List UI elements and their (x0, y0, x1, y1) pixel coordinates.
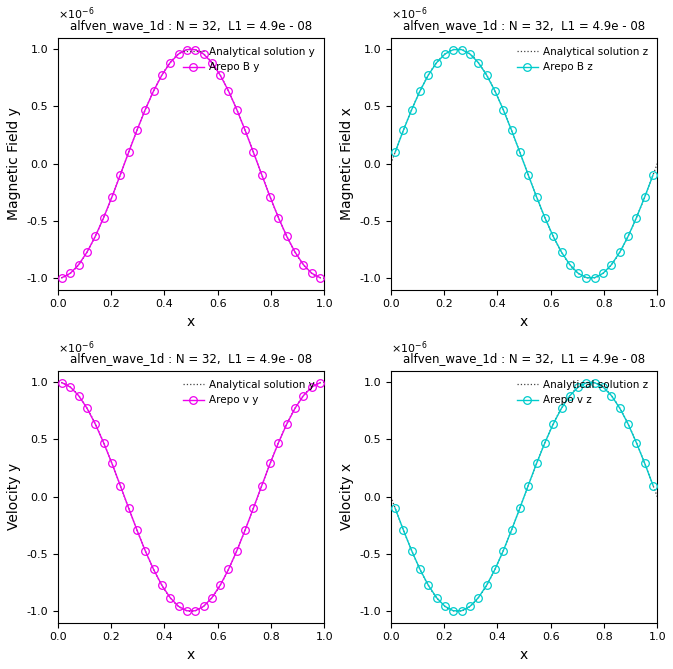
Y-axis label: Velocity x: Velocity x (340, 463, 354, 531)
Y-axis label: Magnetic Field x: Magnetic Field x (340, 107, 354, 220)
Text: $\times10^{-6}$: $\times10^{-6}$ (58, 339, 94, 356)
Legend: Analytical solution y, Arepo v y: Analytical solution y, Arepo v y (179, 376, 319, 409)
Legend: Analytical solution y, Arepo B y: Analytical solution y, Arepo B y (179, 43, 319, 76)
Legend: Analytical solution z, Arepo v z: Analytical solution z, Arepo v z (513, 376, 652, 409)
Title: alfven_wave_1d : N = 32,  L1 = 4.9e - 08: alfven_wave_1d : N = 32, L1 = 4.9e - 08 (70, 19, 312, 32)
Title: alfven_wave_1d : N = 32,  L1 = 4.9e - 08: alfven_wave_1d : N = 32, L1 = 4.9e - 08 (403, 19, 645, 32)
Text: $\times10^{-6}$: $\times10^{-6}$ (391, 6, 427, 23)
X-axis label: x: x (187, 648, 195, 662)
Text: $\times10^{-6}$: $\times10^{-6}$ (58, 6, 94, 23)
X-axis label: x: x (187, 315, 195, 329)
X-axis label: x: x (520, 648, 528, 662)
Y-axis label: Magnetic Field y: Magnetic Field y (7, 107, 21, 220)
X-axis label: x: x (520, 315, 528, 329)
Title: alfven_wave_1d : N = 32,  L1 = 4.9e - 08: alfven_wave_1d : N = 32, L1 = 4.9e - 08 (70, 353, 312, 365)
Title: alfven_wave_1d : N = 32,  L1 = 4.9e - 08: alfven_wave_1d : N = 32, L1 = 4.9e - 08 (403, 353, 645, 365)
Text: $\times10^{-6}$: $\times10^{-6}$ (391, 339, 427, 356)
Legend: Analytical solution z, Arepo B z: Analytical solution z, Arepo B z (513, 43, 652, 76)
Y-axis label: Velocity y: Velocity y (7, 463, 21, 531)
